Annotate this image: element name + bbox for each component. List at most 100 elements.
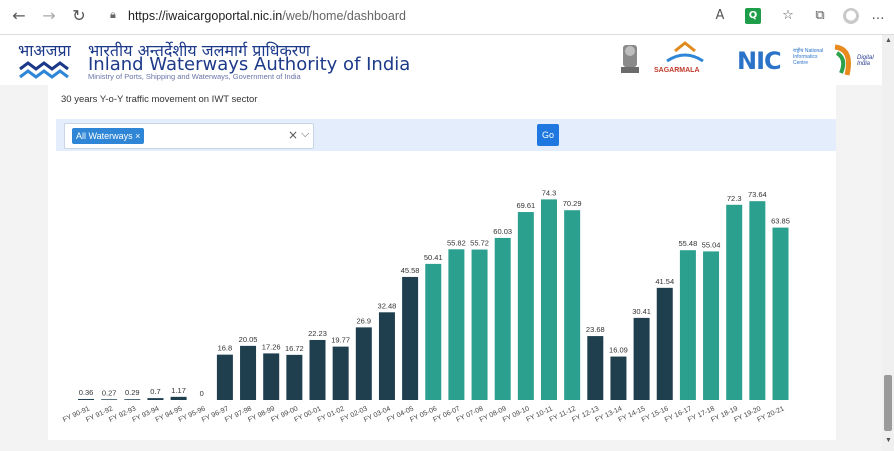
bar-value-label: 55.82 [447,238,466,247]
chart-bar[interactable] [170,396,187,400]
bar-value-label: 16.8 [218,344,233,353]
bar-value-label: 72.3 [727,194,742,203]
chart-bar[interactable] [263,353,280,400]
chart-bar[interactable] [355,327,372,400]
x-axis-tick-label: FY 20-21 [756,405,785,424]
bar-value-label: 17.26 [262,342,281,351]
bar-value-label: 0.36 [79,388,94,397]
chart-bar[interactable] [216,354,233,400]
chart-bar[interactable] [101,399,118,400]
bar-value-label: 26.9 [356,316,371,325]
scroll-thumb[interactable] [884,375,892,431]
page-scrollbar[interactable]: ▲ ▼ [882,35,894,451]
chart-bar[interactable] [749,201,766,400]
chart-title: 30 years Y-o-Y traffic movement on IWT s… [61,94,258,105]
read-aloud-icon[interactable]: A [715,8,725,23]
chart-bar[interactable] [494,237,511,400]
dashboard-panel: 30 years Y-o-Y traffic movement on IWT s… [48,85,836,440]
title-english: Inland Waterways Authority of India [88,54,411,75]
browser-toolbar: ← → ↻ 🔒︎ https://iwaicargoportal.nic.in/… [0,0,894,35]
favorites-icon[interactable]: ☆ [782,8,794,23]
chart-bar[interactable] [332,346,349,400]
chart-bar[interactable] [78,399,94,400]
back-icon[interactable]: ← [12,6,26,25]
chart-bar[interactable] [564,210,581,400]
bar-value-label: 0.7 [150,387,160,396]
bar-value-label: 50.41 [424,253,443,262]
bar-value-label: 55.72 [470,239,489,248]
bar-value-label: 74.3 [542,188,557,197]
bar-value-label: 32.48 [378,301,397,310]
sagarmala-logo [666,41,704,63]
scroll-up-icon[interactable]: ▲ [885,37,892,44]
bar-value-label: 30.41 [632,307,651,316]
chart-bar[interactable] [703,251,720,400]
bar-value-label: 0.29 [125,388,140,397]
more-icon[interactable]: … [871,8,885,23]
chart-bar[interactable] [679,250,696,400]
chart-bar[interactable] [425,263,442,400]
bar-value-label: 55.04 [702,240,721,249]
scroll-down-icon[interactable]: ▼ [885,437,892,444]
chart-bar[interactable] [726,204,743,400]
bar-value-label: 73.64 [748,190,767,199]
bar-value-label: 60.03 [493,227,512,236]
digital-india-logo [834,44,851,76]
go-button[interactable]: Go [537,124,559,146]
nic-subtitle: राष्ट्रीय National Informatics Centre [793,48,824,66]
site-header: भाअजप्रा भारतीय अन्तर्देशीय जलमार्ग प्रा… [0,35,894,85]
chart-bar[interactable] [402,276,419,400]
national-emblem-icon [621,45,639,73]
bar-value-label: 16.72 [285,344,304,353]
extension-icon[interactable]: Q [745,8,761,24]
bar-value-label: 0.27 [102,388,117,397]
refresh-icon[interactable]: ↻ [72,6,86,25]
bar-value-label: 16.09 [609,346,628,355]
bar-value-label: 69.61 [516,201,535,210]
filter-bar: All Waterways × × ⌵ Go [56,119,836,151]
chart-bar[interactable] [587,336,604,400]
chart-bar[interactable] [378,312,395,400]
chart-bar[interactable] [610,356,627,400]
bar-value-label: 70.29 [563,199,582,208]
collections-icon[interactable]: ⧉ [815,8,825,23]
title-hindi: भारतीय अन्तर्देशीय जलमार्ग प्राधिकरण [88,41,310,60]
profile-icon[interactable]: ● [843,8,859,24]
bar-value-label: 41.54 [655,277,674,286]
chart-bar[interactable] [772,227,789,400]
iwai-logo: भाअजप्रा [18,43,72,79]
chart-bar[interactable] [124,399,141,400]
chart-bar[interactable] [147,398,164,400]
bar-value-label: 55.48 [679,239,698,248]
chart-bar[interactable] [633,317,650,400]
bar-value-label: 0 [200,389,204,398]
address-bar[interactable]: 🔒︎ https://iwaicargoportal.nic.in/web/ho… [98,4,428,28]
svg-text:भाअजप्रा: भाअजप्रा [18,43,72,60]
url-text[interactable]: https://iwaicargoportal.nic.in/web/home/… [128,9,406,23]
bar-value-label: 19.77 [331,336,350,345]
bar-value-label: 45.58 [401,266,420,275]
chart-bar[interactable] [656,287,673,400]
waterway-chip[interactable]: All Waterways × [72,128,145,144]
nic-logo: NIC [737,47,782,75]
clear-selection-icon[interactable]: × [288,128,299,142]
lock-icon[interactable]: 🔒︎ [110,8,116,21]
chart-bar[interactable] [448,249,465,400]
title-subtitle: Ministry of Ports, Shipping and Waterway… [88,72,301,81]
forward-icon[interactable]: → [42,6,56,25]
chart-bar[interactable] [286,354,303,400]
partner-logos: SAGARMALA NIC राष्ट्रीय National Informa… [617,39,877,83]
bar-value-label: 63.85 [771,217,790,226]
waterway-select[interactable]: All Waterways × × ⌵ [64,123,314,149]
chevron-down-icon[interactable]: ⌵ [301,127,310,140]
bar-value-label: 20.05 [239,335,258,344]
bar-value-label: 22.23 [308,329,327,338]
bar-value-label: 23.68 [586,325,605,334]
chart-bar[interactable] [240,345,257,400]
chart-bar[interactable] [471,249,488,400]
digital-india-text: Digital India [857,55,874,67]
chart-bar[interactable] [517,212,534,400]
chart-bar[interactable] [309,339,326,400]
chart-bar[interactable] [541,199,557,400]
